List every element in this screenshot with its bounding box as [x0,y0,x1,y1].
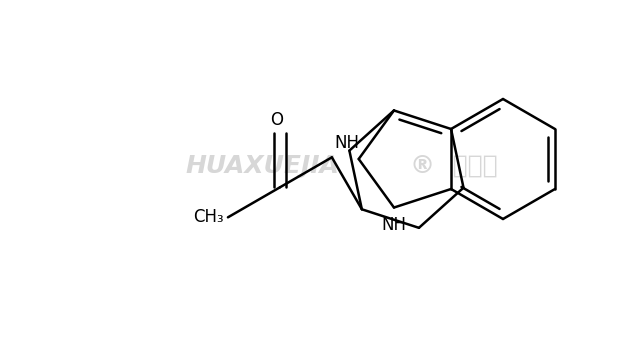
Text: ®  华学加: ® 华学加 [410,154,498,178]
Text: NH: NH [382,216,406,234]
Text: CH₃: CH₃ [193,208,224,226]
Text: O: O [271,111,283,129]
Text: HUAXUEJIA: HUAXUEJIA [185,154,339,178]
Text: NH: NH [335,135,360,152]
